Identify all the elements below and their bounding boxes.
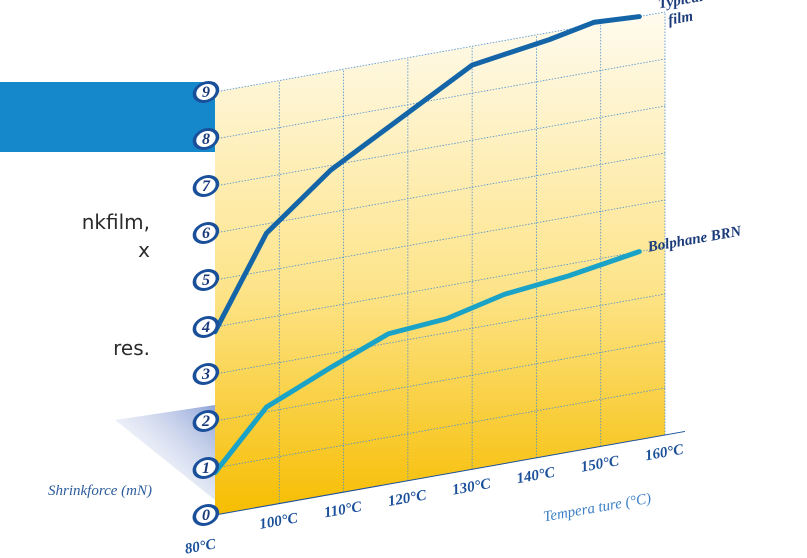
x-tick-label: 140°C bbox=[515, 465, 557, 488]
x-tick-label: 150°C bbox=[580, 453, 622, 476]
title-banner bbox=[0, 82, 215, 152]
series-line-bolphane-brn bbox=[212, 249, 642, 476]
y-tick-label: 4 bbox=[201, 319, 210, 336]
y-tick-label: 6 bbox=[202, 225, 210, 242]
series-line-typical-film bbox=[212, 14, 642, 335]
series-lines bbox=[212, 14, 642, 476]
y-tick-label: 8 bbox=[202, 131, 210, 148]
y-tick-label: 2 bbox=[201, 413, 210, 430]
y-tick-badge-inner bbox=[196, 319, 216, 335]
grid-line-horizontal bbox=[214, 293, 666, 375]
grid-line-horizontal bbox=[214, 58, 666, 140]
y-tick-badge-inner bbox=[196, 131, 216, 147]
grid-lines bbox=[214, 11, 686, 516]
y-tick-label: 0 bbox=[202, 507, 210, 524]
x-tick-label: 160°C bbox=[644, 442, 686, 465]
y-tick-label: 3 bbox=[201, 366, 210, 383]
background-text-line-1: nkfilm, bbox=[81, 210, 150, 234]
grid-line-horizontal bbox=[214, 387, 666, 469]
grid-line-horizontal bbox=[214, 246, 666, 328]
series-label: film bbox=[667, 9, 694, 29]
y-axis-label: Shrinkforce (mN) bbox=[48, 483, 152, 499]
x-tick-label: 110°C bbox=[323, 499, 364, 521]
x-tick-label: 130°C bbox=[451, 476, 493, 499]
side-shadow bbox=[115, 405, 215, 500]
y-tick-badge-inner bbox=[196, 413, 216, 429]
background-text-line-3: res. bbox=[113, 336, 150, 360]
grid-line-horizontal bbox=[214, 340, 666, 422]
y-tick-badge-inner bbox=[196, 225, 216, 241]
grid-line-horizontal bbox=[214, 152, 666, 234]
grid-line-horizontal bbox=[214, 11, 666, 93]
y-tick-badge-inner bbox=[196, 84, 216, 100]
background-text-line-2: x bbox=[138, 238, 150, 262]
grid-line-horizontal bbox=[214, 199, 666, 281]
y-tick-badge-inner bbox=[196, 178, 216, 194]
y-tick-label: 5 bbox=[202, 272, 210, 289]
y-tick-badge-inner bbox=[196, 272, 216, 288]
y-tick-badge-inner bbox=[196, 507, 216, 523]
x-axis-label: Tempera ture (°C) bbox=[542, 491, 652, 526]
x-tick-label: 120°C bbox=[387, 487, 429, 510]
x-tick-label: 100°C bbox=[258, 510, 300, 533]
y-tick-badge-inner bbox=[196, 366, 216, 382]
x-tick-label: 80°C bbox=[184, 536, 218, 557]
y-tick-label: 9 bbox=[202, 84, 210, 101]
y-tick-label: 1 bbox=[202, 460, 210, 477]
x-axis-ticks: 80°C 100°C 110°C 120°C 130°C 140°C 150°C 160°C bbox=[184, 442, 686, 558]
y-tick-badge-inner bbox=[196, 460, 216, 476]
y-tick-label: 7 bbox=[202, 178, 211, 195]
x-axis-baseline bbox=[214, 430, 686, 516]
grid-line-horizontal bbox=[214, 105, 666, 187]
plot-area bbox=[215, 12, 665, 515]
y-axis-ticks: 0 1 2 3 4 5 6 7 8 9 bbox=[192, 81, 220, 526]
